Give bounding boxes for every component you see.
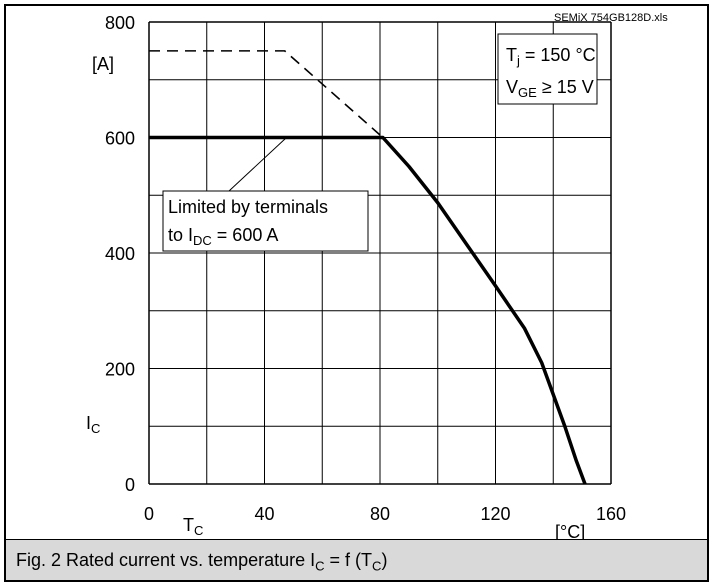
tick-labels: 0 40 80 120 160 0 200 400 600 800 [105, 13, 626, 524]
series-line-dashed [149, 50, 384, 139]
y-tick-label: 800 [105, 13, 135, 33]
y-tick-label: 0 [125, 475, 135, 495]
x-tick-label: 40 [254, 504, 274, 524]
figure-caption: Fig. 2 Rated current vs. temperature IC … [16, 550, 388, 574]
x-tick-label: 80 [370, 504, 390, 524]
x-unit-label: [°C] [555, 522, 585, 542]
y-axis-label: IC [86, 413, 100, 436]
annotation-leader [228, 137, 287, 192]
condition-tj: Tj = 150 °C [506, 45, 596, 68]
x-tick-label: 120 [480, 504, 510, 524]
caption-bar: Fig. 2 Rated current vs. temperature IC … [4, 539, 709, 582]
y-tick-label: 600 [105, 129, 135, 149]
chart-frame: 0 40 80 120 160 0 200 400 600 800 SEMiX 754GB128D… [4, 4, 709, 582]
conditions-box [497, 33, 598, 105]
x-tick-label: 0 [144, 504, 154, 524]
x-axis-label: TC [183, 515, 203, 538]
source-label: SEMiX 754GB128D.xls [554, 12, 668, 24]
chart-svg: 0 40 80 120 160 0 200 400 600 800 SEMiX 754GB128D… [86, 12, 668, 542]
annotation-box [162, 190, 369, 252]
x-tick-label: 160 [596, 504, 626, 524]
annotation-line2: to IDC = 600 A [168, 225, 278, 248]
condition-vge: VGE ≥ 15 V [506, 77, 594, 100]
y-tick-label: 400 [105, 244, 135, 264]
y-tick-label: 200 [105, 360, 135, 380]
y-unit-label: [A] [92, 54, 114, 74]
series-line-solid [149, 135, 587, 485]
annotation-line1: Limited by terminals [168, 197, 328, 217]
series-layer [149, 50, 587, 485]
